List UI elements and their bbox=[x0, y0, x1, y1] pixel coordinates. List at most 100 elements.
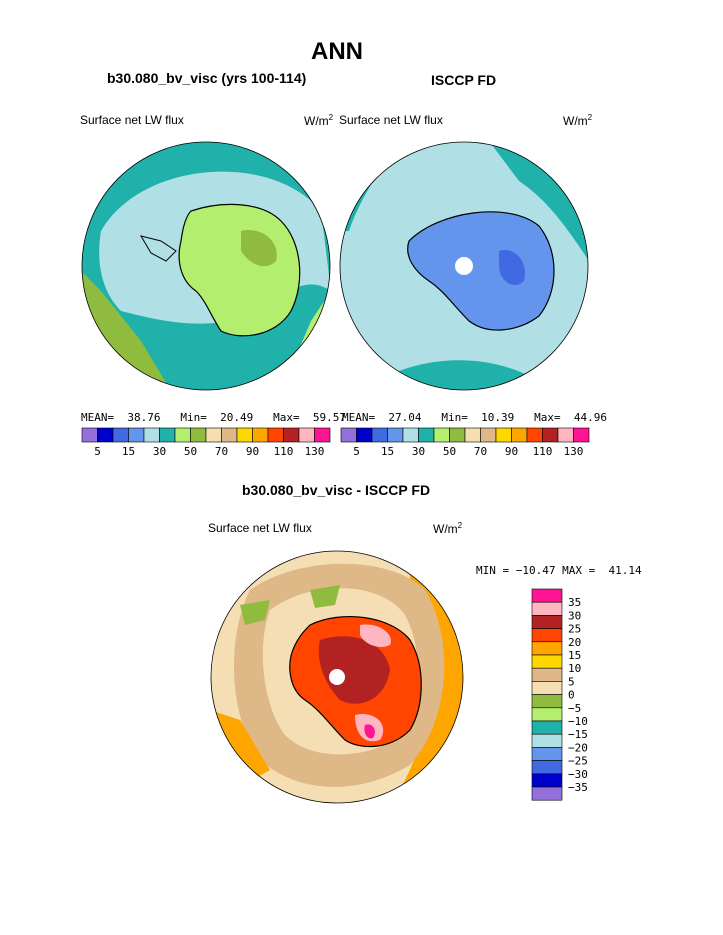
colorbar-swatch bbox=[112, 427, 129, 443]
right-stats: MEAN= 27.04 Min= 10.39 Max= 44.96 bbox=[342, 411, 607, 424]
colorbar-swatch bbox=[283, 427, 300, 443]
right-units-label: W/m2 bbox=[563, 113, 593, 128]
colorbar-swatch bbox=[387, 427, 404, 443]
colorbar-tick-label: 130 bbox=[564, 445, 584, 458]
diff-stats: MIN = −10.47 MAX = 41.14 bbox=[476, 564, 642, 577]
page-title: ANN bbox=[311, 38, 363, 65]
colorbar-swatch bbox=[356, 427, 373, 443]
colorbar-swatch bbox=[221, 427, 238, 443]
diff-map-green-top bbox=[310, 585, 340, 608]
left-variable-label: Surface net LW flux bbox=[80, 113, 184, 127]
right-colorbar: 5 15 30 50 70 90 110 130 bbox=[340, 427, 590, 458]
left-colorbar: 5 15 30 50 70 90 110 130 bbox=[81, 427, 331, 458]
right-map-pole bbox=[455, 257, 473, 275]
colorbar-swatch bbox=[205, 427, 222, 443]
colorbar-swatch bbox=[267, 427, 284, 443]
colorbar-swatch bbox=[190, 427, 207, 443]
left-map-patch bbox=[241, 230, 277, 267]
colorbar-tick-label: 70 bbox=[215, 445, 228, 458]
diff-colorbar-tick-label: 35 bbox=[568, 596, 581, 609]
diff-colorbar-tick-label: 5 bbox=[568, 675, 575, 688]
diff-colorbar-tick-label: 15 bbox=[568, 649, 581, 662]
colorbar-tick-label: 50 bbox=[184, 445, 197, 458]
colorbar-swatch bbox=[81, 427, 98, 443]
diff-panel-title: b30.080_bv_visc - ISCCP FD bbox=[242, 482, 431, 498]
diff-colorbar-swatch bbox=[531, 628, 563, 643]
right-polar-map bbox=[339, 141, 589, 391]
colorbar-swatch bbox=[174, 427, 191, 443]
right-map-dark-patch bbox=[499, 250, 525, 286]
diff-colorbar-swatch bbox=[531, 760, 563, 775]
colorbar-swatch bbox=[557, 427, 574, 443]
left-map-continent bbox=[178, 203, 301, 337]
colorbar-swatch bbox=[480, 427, 497, 443]
right-panel-title: ISCCP FD bbox=[431, 72, 497, 88]
diff-colorbar-swatch bbox=[531, 747, 563, 761]
colorbar-swatch bbox=[314, 427, 331, 443]
diff-map-dark-red bbox=[318, 636, 390, 704]
colorbar-swatch bbox=[236, 427, 253, 443]
colorbar-swatch bbox=[464, 427, 481, 443]
diff-colorbar-tick-label: −20 bbox=[568, 741, 588, 754]
colorbar-swatch bbox=[418, 427, 435, 443]
colorbar-tick-label: 30 bbox=[153, 445, 166, 458]
diff-colorbar-swatch bbox=[531, 654, 563, 669]
colorbar-swatch bbox=[495, 427, 512, 443]
right-variable-label: Surface net LW flux bbox=[339, 113, 443, 127]
diff-colorbar-tick-label: −5 bbox=[568, 702, 581, 715]
colorbar-swatch bbox=[573, 427, 590, 443]
diff-colorbar-swatch bbox=[531, 615, 563, 629]
colorbar-swatch bbox=[449, 427, 466, 443]
diff-colorbar-tick-label: 10 bbox=[568, 662, 581, 675]
colorbar-tick-label: 50 bbox=[443, 445, 456, 458]
colorbar-swatch bbox=[143, 427, 160, 443]
diff-colorbar-swatch bbox=[531, 694, 563, 709]
diff-colorbar-swatch bbox=[531, 681, 563, 695]
colorbar-swatch bbox=[526, 427, 543, 443]
left-polar-map bbox=[81, 141, 331, 391]
diff-colorbar-tick-label: −25 bbox=[568, 755, 588, 768]
diff-colorbar-tick-label: −30 bbox=[568, 768, 588, 781]
right-map-teal-bottom bbox=[399, 360, 529, 390]
diff-colorbar-tick-label: 20 bbox=[568, 636, 581, 649]
diff-colorbar-tick-label: −10 bbox=[568, 715, 588, 728]
colorbar-swatch bbox=[97, 427, 114, 443]
diff-colorbar-swatch bbox=[531, 707, 563, 722]
colorbar-swatch bbox=[511, 427, 528, 443]
colorbar-swatch bbox=[542, 427, 559, 443]
diff-map-magenta bbox=[364, 724, 375, 739]
colorbar-swatch bbox=[402, 427, 419, 443]
colorbar-tick-label: 110 bbox=[533, 445, 553, 458]
diff-colorbar-swatch bbox=[531, 641, 563, 656]
diff-map-pole bbox=[329, 669, 345, 685]
colorbar-swatch bbox=[252, 427, 269, 443]
colorbar-tick-label: 70 bbox=[474, 445, 487, 458]
diff-colorbar-swatch bbox=[531, 773, 563, 788]
left-panel-title: b30.080_bv_visc (yrs 100-114) bbox=[107, 70, 307, 86]
diff-colorbar-swatch bbox=[531, 786, 563, 801]
colorbar-swatch bbox=[433, 427, 450, 443]
colorbar-tick-label: 15 bbox=[381, 445, 394, 458]
colorbar-swatch bbox=[128, 427, 145, 443]
colorbar-swatch bbox=[371, 427, 388, 443]
left-map-peninsula bbox=[139, 235, 177, 262]
colorbar-tick-label: 30 bbox=[412, 445, 425, 458]
diff-colorbar-tick-label: −15 bbox=[568, 728, 588, 741]
diff-units-label: W/m2 bbox=[433, 521, 463, 536]
colorbar-swatch bbox=[159, 427, 176, 443]
colorbar-tick-label: 5 bbox=[353, 445, 360, 458]
diff-colorbar-swatch bbox=[531, 733, 563, 748]
colorbar-tick-label: 90 bbox=[505, 445, 518, 458]
left-stats: MEAN= 38.76 Min= 20.49 Max= 59.57 bbox=[81, 411, 346, 424]
diff-map-pink-top bbox=[360, 624, 391, 647]
colorbar-tick-label: 5 bbox=[94, 445, 101, 458]
colorbar-tick-label: 110 bbox=[274, 445, 294, 458]
colorbar-tick-label: 15 bbox=[122, 445, 135, 458]
diff-polar-map bbox=[210, 550, 464, 804]
diff-colorbar-tick-label: 25 bbox=[568, 623, 581, 636]
diff-colorbar-tick-label: 0 bbox=[568, 689, 575, 702]
colorbar-swatch bbox=[298, 427, 315, 443]
colorbar-swatch bbox=[340, 427, 357, 443]
diff-colorbar-swatch bbox=[531, 601, 563, 616]
diff-map-green-patch bbox=[240, 600, 270, 625]
